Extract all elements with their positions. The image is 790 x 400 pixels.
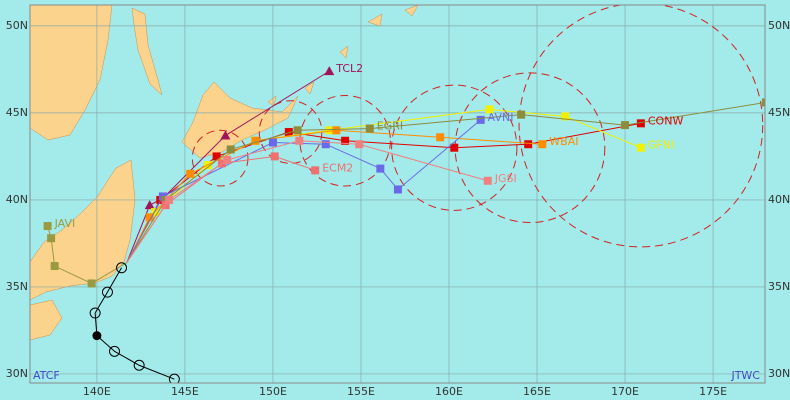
track-point [212, 152, 221, 161]
y-tick-label: 30N [6, 367, 28, 380]
forecast-track [126, 102, 765, 263]
track-point [145, 213, 154, 222]
track-point [270, 152, 279, 161]
track-point [476, 115, 485, 124]
track-point [436, 133, 445, 142]
model-label: WBAI [549, 135, 578, 148]
track-point [47, 234, 56, 243]
track-point [87, 279, 96, 288]
x-tick-label: 160E [435, 385, 463, 398]
track-point [50, 262, 59, 271]
track-point [332, 126, 341, 135]
x-tick-label: 170E [611, 385, 639, 398]
track-point [636, 143, 645, 152]
track-point [636, 119, 645, 128]
y-tick-label: 30N [768, 367, 790, 380]
model-label: AVNI [488, 111, 514, 124]
best-track-point [89, 307, 101, 319]
x-tick-label: 140E [83, 385, 111, 398]
track-point [621, 121, 630, 130]
track-point [223, 155, 232, 164]
x-tick-label: 145E [171, 385, 199, 398]
track-point [325, 126, 334, 135]
track-point [220, 130, 231, 140]
y-tick-label: 45N [768, 106, 790, 119]
plot-layer [30, 5, 765, 383]
y-tick-label: 50N [768, 19, 790, 32]
track-point [311, 166, 320, 175]
y-tick-label: 35N [768, 280, 790, 293]
track-point [761, 98, 765, 107]
best-track-point [168, 373, 180, 383]
y-tick-label: 35N [6, 280, 28, 293]
model-label: CONW [648, 114, 684, 127]
y-tick-label: 45N [6, 106, 28, 119]
track-point [524, 140, 533, 149]
model-label: EGRI [377, 120, 403, 133]
track-point [186, 169, 195, 178]
track-point [293, 126, 302, 135]
track-point [268, 138, 277, 147]
track-point [226, 145, 235, 154]
best-track-point [133, 359, 145, 371]
model-label: JAVI [54, 217, 76, 230]
best-track-point [92, 331, 102, 341]
model-label: JGSI [494, 172, 517, 185]
model-label: TCL2 [335, 62, 363, 75]
track-point [165, 195, 174, 204]
forecast-track [126, 140, 488, 263]
best-track-point [101, 286, 113, 298]
track-point [324, 66, 335, 76]
y-tick-label: 40N [768, 193, 790, 206]
track-point [144, 200, 155, 210]
track-point [321, 140, 330, 149]
y-tick-label: 40N [6, 193, 28, 206]
x-tick-label: 165E [523, 385, 551, 398]
track-point [365, 124, 374, 133]
track-point [295, 136, 304, 145]
y-tick-label: 50N [6, 19, 28, 32]
x-tick-label: 155E [347, 385, 375, 398]
model-label: ECM2 [322, 161, 353, 174]
track-point [341, 136, 350, 145]
track-point [517, 110, 526, 119]
track-point [376, 164, 385, 173]
track-point [393, 185, 402, 194]
probability-circle [518, 5, 764, 248]
corner-label: JTWC [730, 369, 760, 382]
track-point [483, 176, 492, 185]
track-point [485, 105, 494, 114]
x-tick-label: 150E [259, 385, 287, 398]
best-track-point [109, 345, 121, 357]
probability-circle [191, 129, 249, 187]
track-point [284, 128, 293, 137]
track-point [251, 136, 260, 145]
best-track-point [116, 262, 128, 274]
track-point [355, 140, 364, 149]
probability-circle [299, 94, 391, 187]
track-point [538, 140, 547, 149]
track-point [43, 222, 52, 231]
track-point [450, 143, 459, 152]
corner-label: ATCF [33, 369, 60, 382]
x-tick-label: 175E [699, 385, 727, 398]
plot-frame [29, 4, 766, 384]
probability-circle [391, 84, 518, 211]
track-point [561, 112, 570, 121]
model-label: GFNI [648, 139, 674, 152]
